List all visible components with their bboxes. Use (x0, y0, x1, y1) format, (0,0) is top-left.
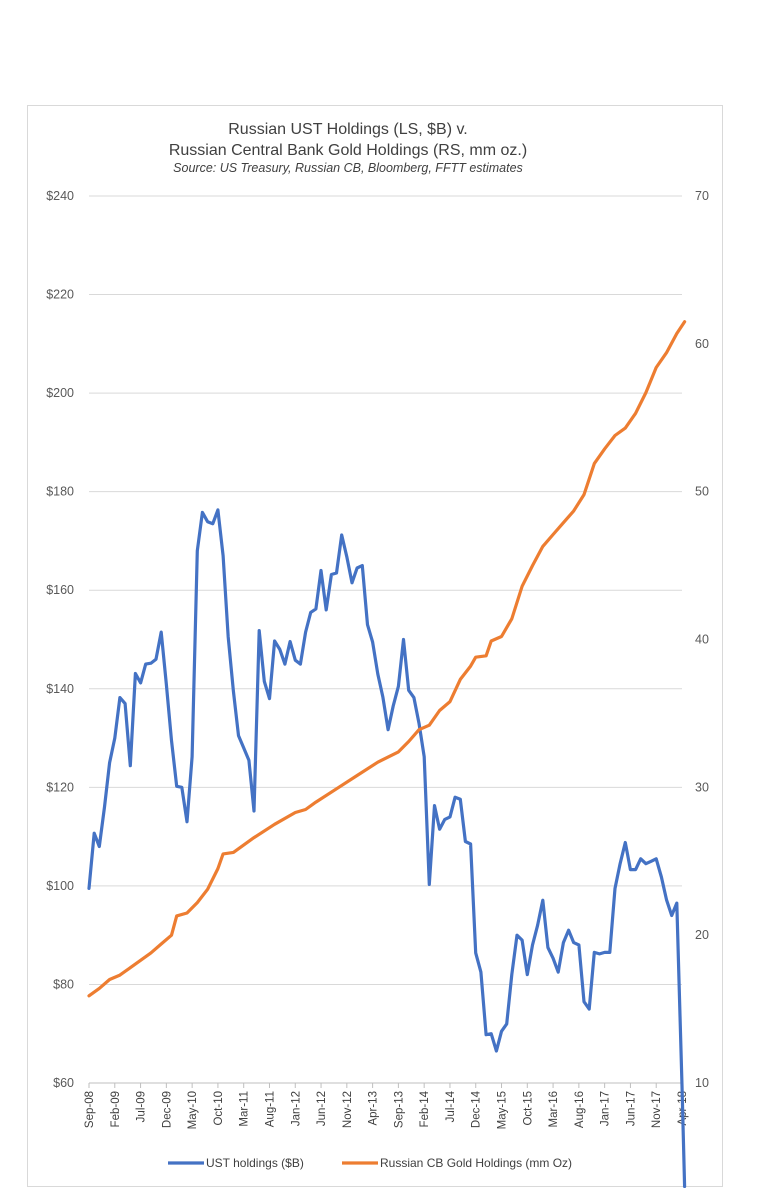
right-y-tick-label: 50 (695, 485, 709, 499)
right-y-tick-label: 70 (695, 189, 709, 203)
series-lines (87, 320, 687, 1188)
right-y-tick-label: 30 (695, 780, 709, 794)
right-y-tick-label: 20 (695, 928, 709, 942)
x-tick-label: Oct-10 (213, 1091, 225, 1126)
legend-label-ust: UST holdings ($B) (206, 1156, 304, 1170)
x-tick-label: Jan-17 (600, 1091, 612, 1126)
right-axis-ticks: 10 20 30 40 50 60 70 (695, 189, 709, 1090)
x-tick-label: Dec-14 (471, 1090, 483, 1128)
left-y-tick-label: $60 (53, 1076, 74, 1090)
left-axis-ticks: $60 $80 $100 $120 $140 $160 $180 $200 $220 $240 (46, 189, 74, 1090)
x-tick-label: Mar-11 (239, 1091, 251, 1127)
x-tick-label: Aug-11 (264, 1091, 276, 1127)
x-tick-label: Dec-09 (161, 1091, 173, 1128)
dual-axis-line-chart: Russian UST Holdings (LS, $B) v. Russian… (46, 121, 709, 1188)
x-tick-label: Jan-12 (290, 1091, 302, 1126)
x-tick-label: Nov-17 (651, 1091, 663, 1128)
left-y-tick-label: $140 (46, 682, 74, 696)
gridlines (89, 195, 682, 985)
chart-source: Source: US Treasury, Russian CB, Bloombe… (173, 161, 523, 175)
x-tick-label: Jun-17 (625, 1091, 637, 1126)
chart-subtitle: Russian Central Bank Gold Holdings (RS, … (169, 142, 527, 159)
x-tick-label: Apr-13 (368, 1091, 380, 1126)
x-tick-label: Jul-09 (136, 1091, 148, 1122)
x-axis: Sep-08 Feb-09 Jul-09 Dec-09 May-10 Oct-10 Mar-… (84, 1082, 689, 1129)
left-y-tick-label: $100 (46, 879, 74, 893)
x-tick-label: Nov-12 (342, 1091, 354, 1128)
left-y-tick-label: $200 (46, 386, 74, 400)
x-tick-label: Jul-14 (445, 1090, 457, 1122)
x-tick-label: May-10 (187, 1091, 199, 1129)
left-y-tick-label: $220 (46, 288, 74, 302)
x-tick-label: Oct-15 (522, 1091, 534, 1126)
x-tick-label: Jun-12 (316, 1091, 328, 1126)
gold-holdings-line (87, 320, 687, 998)
x-tick-label: Mar-16 (548, 1091, 560, 1127)
right-y-tick-label: 60 (695, 337, 709, 351)
left-y-tick-label: $180 (46, 485, 74, 499)
x-tick-label: Aug-16 (574, 1091, 586, 1128)
x-tick-label: Feb-09 (110, 1091, 122, 1127)
right-y-tick-label: 40 (695, 633, 709, 647)
left-y-tick-label: $240 (46, 189, 74, 203)
left-y-tick-label: $80 (53, 977, 74, 991)
legend: UST holdings ($B) Russian CB Gold Holding… (168, 1156, 572, 1170)
right-y-tick-label: 10 (695, 1076, 709, 1090)
x-tick-label: Sep-13 (393, 1091, 405, 1128)
left-y-tick-label: $160 (46, 583, 74, 597)
x-tick-label: Sep-08 (84, 1091, 96, 1128)
chart-title: Russian UST Holdings (LS, $B) v. (228, 121, 468, 138)
ust-holdings-line (87, 508, 687, 1188)
x-tick-label: May-15 (497, 1091, 509, 1129)
chart-frame: Russian UST Holdings (LS, $B) v. Russian… (27, 105, 723, 1188)
legend-label-gold: Russian CB Gold Holdings (mm Oz) (380, 1156, 572, 1170)
left-y-tick-label: $120 (46, 780, 74, 794)
x-tick-label: Feb-14 (419, 1090, 431, 1127)
